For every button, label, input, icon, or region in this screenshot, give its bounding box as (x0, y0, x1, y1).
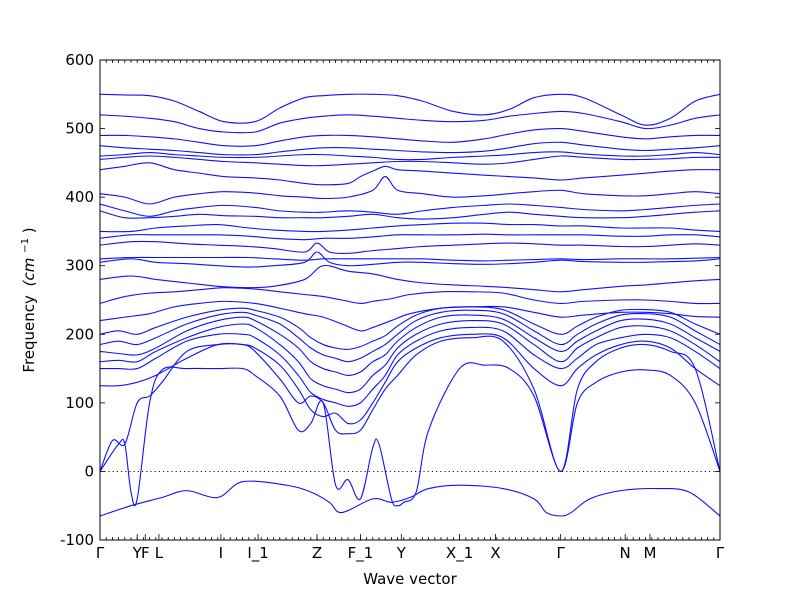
y-tick-label: 600 (65, 51, 94, 69)
band-line-26 (100, 110, 720, 134)
x-tick-label: L (155, 544, 164, 562)
y-axis-title: Frequency (cm −1 ) (14, 227, 38, 372)
y-axis-title-sup: −1 (20, 238, 31, 253)
x-tick-label: Γ (556, 544, 565, 562)
band-line-3 (100, 335, 720, 472)
x-tick-label: Y (396, 544, 407, 562)
x-tick-label: I_1 (247, 544, 268, 563)
x-tick-label: F_1 (348, 544, 374, 563)
x-tick-label: X (490, 544, 500, 562)
y-axis-title-close: ) (20, 227, 38, 233)
x-axis: Γ Y F L I I_1 Z F_1 Y X_1 X Γ N M Γ (96, 60, 725, 563)
x-tick-label: Y (132, 544, 143, 562)
band-line-4 (100, 333, 720, 425)
y-axis-title-unit: (cm (20, 258, 38, 287)
y-tick-label: 0 (84, 462, 94, 480)
x-axis-title: Wave vector (363, 570, 457, 588)
y-axis-title-main: Frequency (20, 295, 38, 373)
y-tick-label: -100 (60, 531, 94, 549)
band-line-5 (100, 326, 720, 407)
x-tick-label: Γ (96, 544, 105, 562)
band-line-17 (100, 222, 720, 233)
y-tick-label: 100 (65, 394, 94, 412)
band-line-20 (100, 176, 720, 205)
band-line-8 (100, 309, 720, 363)
x-tick-label: F (141, 544, 150, 562)
band-line-2 (100, 362, 720, 507)
y-tick-label: 400 (65, 188, 94, 206)
x-tick-label: M (643, 544, 656, 562)
x-tick-label: I (219, 544, 223, 562)
band-line-13 (100, 251, 720, 268)
band-line-21 (100, 162, 720, 186)
band-line-15 (100, 240, 720, 255)
x-tick-label: Z (312, 544, 322, 562)
band-line-25 (100, 127, 720, 147)
band-line-18 (100, 210, 720, 220)
band-line-7 (100, 314, 720, 376)
band-line-12 (100, 264, 720, 293)
band-line-1 (100, 480, 720, 517)
band-line-6 (100, 319, 720, 394)
band-line-11 (100, 287, 720, 305)
band-line-10 (100, 300, 720, 332)
band-series-group (100, 93, 720, 517)
x-tick-label: N (620, 544, 631, 562)
y-tick-label: 500 (65, 120, 94, 138)
y-tick-label: 200 (65, 325, 94, 343)
band-line-19 (100, 203, 720, 217)
band-line-27 (100, 93, 720, 126)
y-tick-label: 300 (65, 257, 94, 275)
x-tick-label: Γ (716, 544, 725, 562)
band-line-23 (100, 151, 720, 161)
band-line-14 (100, 256, 720, 262)
x-tick-label: X_1 (446, 544, 473, 563)
band-line-22 (100, 155, 720, 167)
y-axis: -100 0 100 200 300 400 500 600 (60, 51, 720, 549)
band-line-16 (100, 233, 720, 241)
band-line-24 (100, 141, 720, 156)
band-line-9 (100, 306, 720, 350)
